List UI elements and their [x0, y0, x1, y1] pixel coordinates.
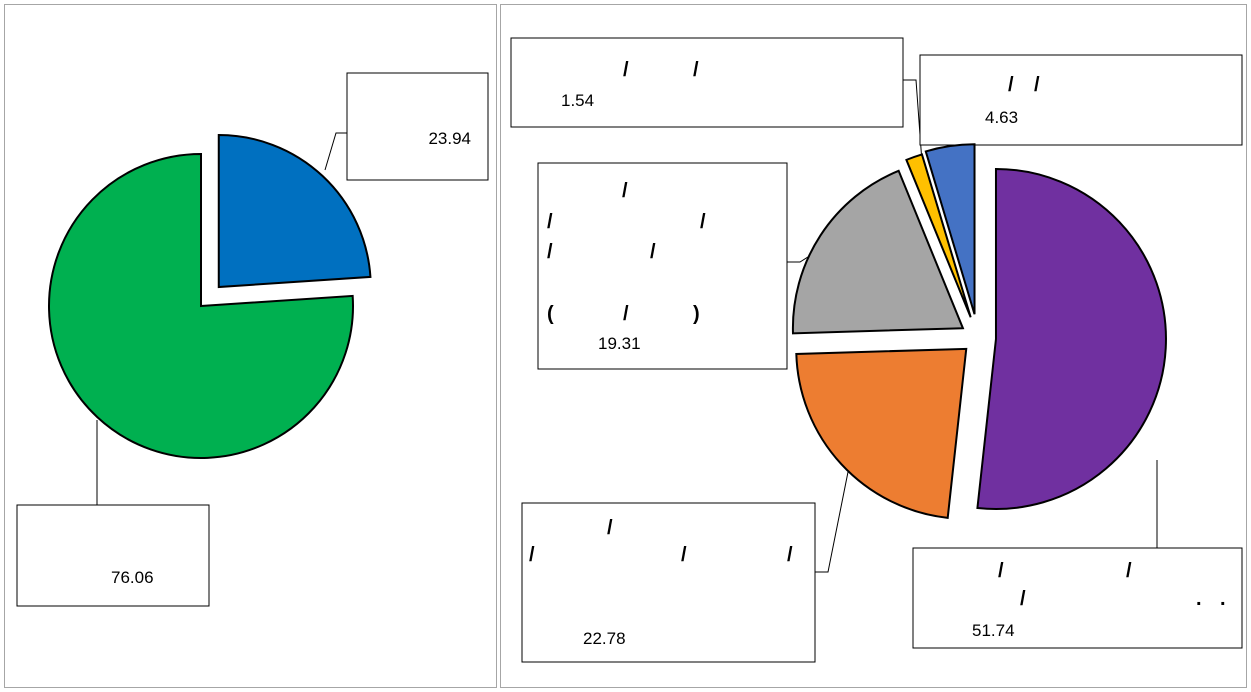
svg-text:): )	[693, 303, 700, 325]
right-callout-22-78: / / / / 22.78	[521, 461, 851, 663]
svg-text:/: /	[623, 59, 629, 81]
right-callout-51-74: / / / . . 51.74	[912, 460, 1243, 649]
svg-text:/: /	[622, 180, 628, 202]
svg-text:/: /	[787, 544, 793, 566]
svg-text:/: /	[681, 544, 687, 566]
left-pie	[48, 134, 372, 459]
svg-text:/: /	[547, 211, 553, 233]
svg-text:/: /	[1008, 74, 1014, 96]
pie-slice-23-94	[217, 134, 372, 289]
svg-text:/: /	[607, 517, 613, 539]
pie-slice-4-63	[924, 143, 976, 315]
left-callout-76-06: 76.06	[16, 420, 210, 607]
data-label: 22.78	[583, 629, 626, 648]
pie-slice-22-78	[795, 347, 968, 519]
pie-slice-51-74	[976, 167, 1167, 510]
data-label: 76.06	[111, 568, 154, 587]
svg-text:/: /	[1126, 560, 1132, 582]
data-label: 1.54	[561, 91, 594, 110]
right-pie	[791, 143, 1167, 519]
svg-text:/: /	[998, 560, 1004, 582]
left-callout-23-94: 23.94	[324, 72, 489, 181]
svg-text:.: .	[1220, 588, 1226, 610]
svg-text:/: /	[700, 211, 706, 233]
svg-text:/: /	[623, 303, 629, 325]
data-label: 51.74	[972, 621, 1015, 640]
data-label: 19.31	[598, 334, 641, 353]
svg-text:.: .	[1196, 588, 1202, 610]
svg-text:/: /	[1020, 588, 1026, 610]
pie-slice-19-31	[791, 169, 965, 335]
svg-text:/: /	[547, 241, 553, 263]
right-callout-1-54: / / 1.54	[510, 37, 924, 177]
svg-text:/: /	[529, 544, 535, 566]
pie-slice-1-54	[905, 153, 972, 318]
right-callout-19-31: / / / / / ( / ) 19.31	[537, 162, 831, 370]
pie-slice-76-06	[48, 152, 354, 459]
svg-text:(: (	[547, 303, 554, 325]
data-label: 4.63	[985, 108, 1018, 127]
svg-text:/: /	[1034, 74, 1040, 96]
data-label: 23.94	[428, 129, 471, 148]
svg-text:/: /	[693, 59, 699, 81]
svg-text:/: /	[650, 241, 656, 263]
